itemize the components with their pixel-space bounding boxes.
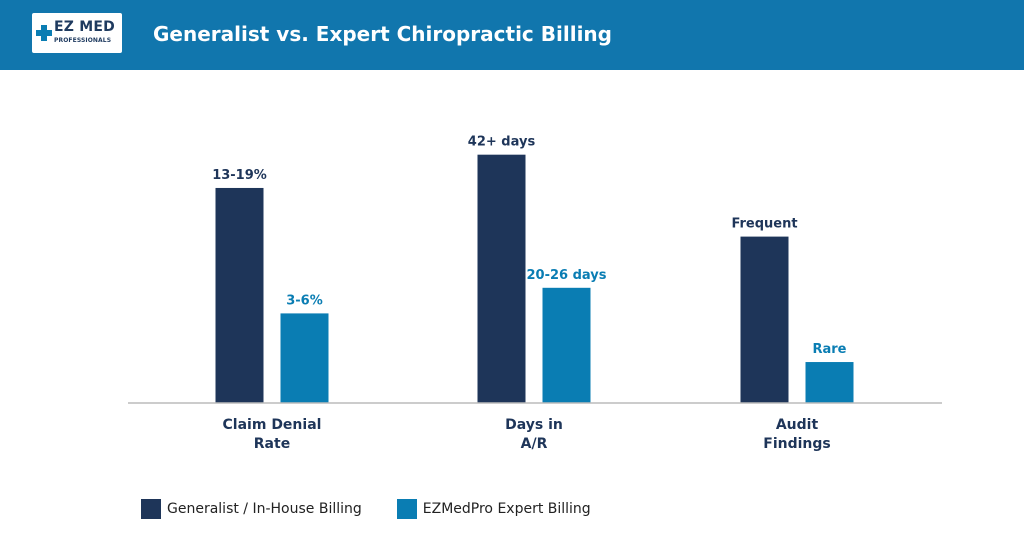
bar-generalist-0 [215,187,264,403]
legend-label-expert: EZMedPro Expert Billing [422,501,591,517]
data-label-expert-1: 20-26 days [527,268,607,283]
legend-item-expert: EZMedPro Expert Billing [396,499,591,519]
page-title: Generalist vs. Expert Chiropractic Billi… [153,22,612,46]
category-label-0-line-1: Rate [254,436,290,452]
category-label-1-line-1: A/R [521,436,548,452]
logo-main-text: EZ MED [54,19,115,35]
legend-label-generalist: Generalist / In-House Billing [167,501,362,517]
bar-expert-2 [805,362,854,403]
category-label-2-line-1: Findings [763,436,830,452]
medical-cross-icon [36,25,52,41]
legend-swatch-generalist [141,499,161,519]
legend-item-generalist: Generalist / In-House Billing [141,499,362,519]
header-bar: EZ MED PROFESSIONALS Generalist vs. Expe… [0,0,1024,70]
legend-swatch-expert [396,499,417,519]
bar-generalist-2 [740,236,789,403]
bar-generalist-1 [477,154,526,403]
category-label-1-line-0: Days in [505,417,563,433]
data-label-expert-2: Rare [812,342,846,357]
category-label-0-line-0: Claim Denial [223,417,322,433]
bar-chart: 13-19% 3-6% Claim Denial Rate 42+ days 20-26 … [128,135,942,452]
chart-legend: Generalist / In-House Billing EZMedPro E… [141,498,626,520]
data-label-generalist-2: Frequent [731,217,797,232]
company-logo: EZ MED PROFESSIONALS [32,13,122,53]
bar-expert-1 [542,287,591,403]
data-label-generalist-0: 13-19% [212,168,267,183]
data-label-generalist-1: 42+ days [468,135,536,150]
bar-expert-0 [280,313,329,403]
category-label-2-line-0: Audit [776,417,819,433]
logo-sub-text: PROFESSIONALS [54,37,112,44]
data-label-expert-0: 3-6% [286,293,323,308]
